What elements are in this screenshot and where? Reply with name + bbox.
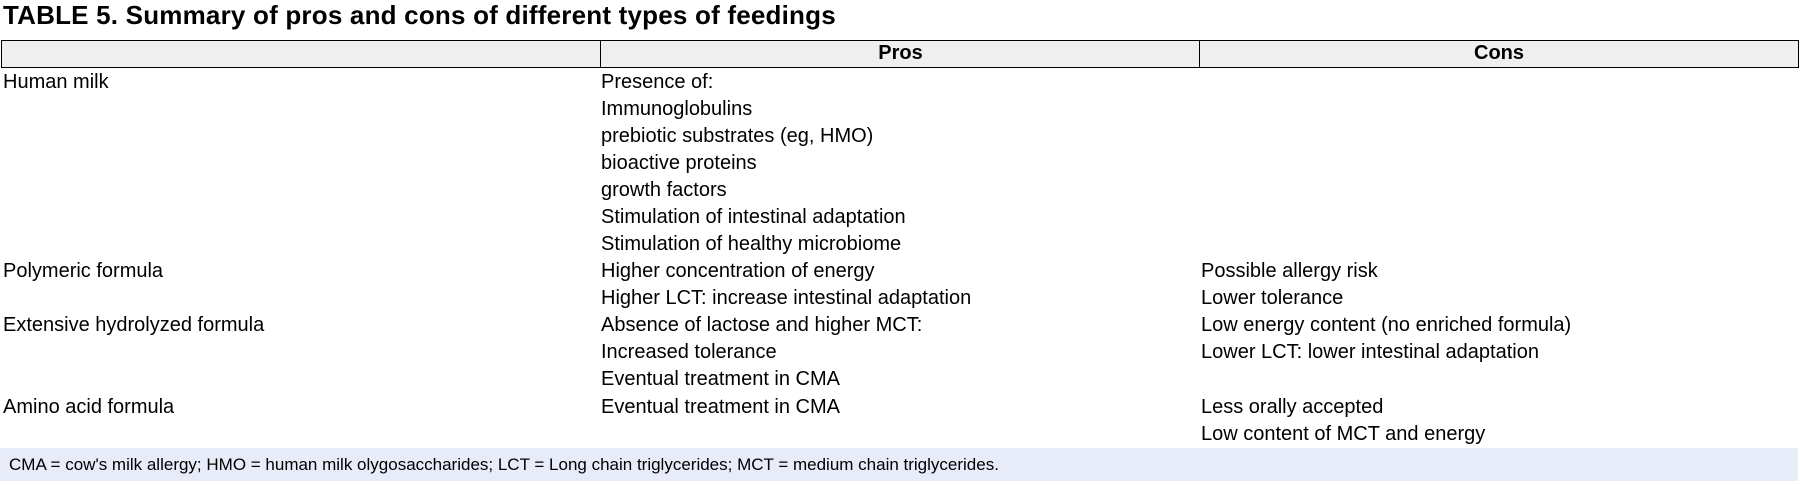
cons-line: Lower tolerance: [1201, 287, 1344, 309]
cons-line: Low energy content (no enriched formula): [1201, 314, 1572, 336]
pros-line: Increased tolerance: [601, 341, 777, 363]
pros-line: bioactive proteins: [601, 152, 757, 174]
pros-line: prebiotic substrates (eg, HMO): [601, 125, 874, 147]
cons-cell: Low energy content (no enriched formula)…: [1201, 312, 1571, 366]
cons-line: Low content of MCT and energy: [1201, 423, 1486, 445]
pros-line: Eventual treatment in CMA: [601, 396, 840, 418]
header-cons-text: Cons: [1474, 42, 1524, 64]
pros-line: Immunoglobulins: [601, 98, 753, 120]
header-cell-pros: Pros: [600, 40, 1201, 68]
cons-cell: Less orally accepted Low content of MCT …: [1201, 394, 1485, 448]
pros-cell: Eventual treatment in CMA: [601, 394, 840, 421]
pros-cell: Absence of lactose and higher MCT: Incre…: [601, 312, 922, 393]
cons-line: Lower LCT: lower intestinal adaptation: [1201, 341, 1539, 363]
cons-line: Less orally accepted: [1201, 396, 1384, 418]
pros-cell: Higher concentration of energy Higher LC…: [601, 258, 971, 312]
pros-line: Eventual treatment in CMA: [601, 368, 840, 390]
pros-line: Presence of:: [601, 71, 714, 93]
pros-line: Higher LCT: increase intestinal adaptati…: [601, 287, 972, 309]
cons-line: Possible allergy risk: [1201, 260, 1378, 282]
header-cell-cons: Cons: [1199, 40, 1799, 68]
header-cell-label: [1, 40, 602, 68]
table-title: TABLE 5. Summary of pros and cons of dif…: [3, 0, 836, 30]
pros-line: Higher concentration of energy: [601, 260, 875, 282]
pros-line: Stimulation of healthy microbiome: [601, 233, 902, 255]
row-label: Human milk: [3, 71, 109, 93]
row-label: Extensive hydrolyzed formula: [3, 314, 265, 336]
pros-cell: Presence of: Immunoglobulins prebiotic s…: [601, 69, 906, 258]
table-footnote: CMA = cow's milk allergy; HMO = human mi…: [0, 448, 1798, 481]
row-label: Amino acid formula: [3, 396, 175, 418]
pros-line: Stimulation of intestinal adaptation: [601, 206, 906, 228]
pros-line: Absence of lactose and higher MCT:: [601, 314, 923, 336]
pros-line: growth factors: [601, 179, 727, 201]
row-label: Polymeric formula: [3, 260, 164, 282]
cons-cell: Possible allergy risk Lower tolerance: [1201, 258, 1378, 312]
header-pros-text: Pros: [878, 42, 923, 64]
